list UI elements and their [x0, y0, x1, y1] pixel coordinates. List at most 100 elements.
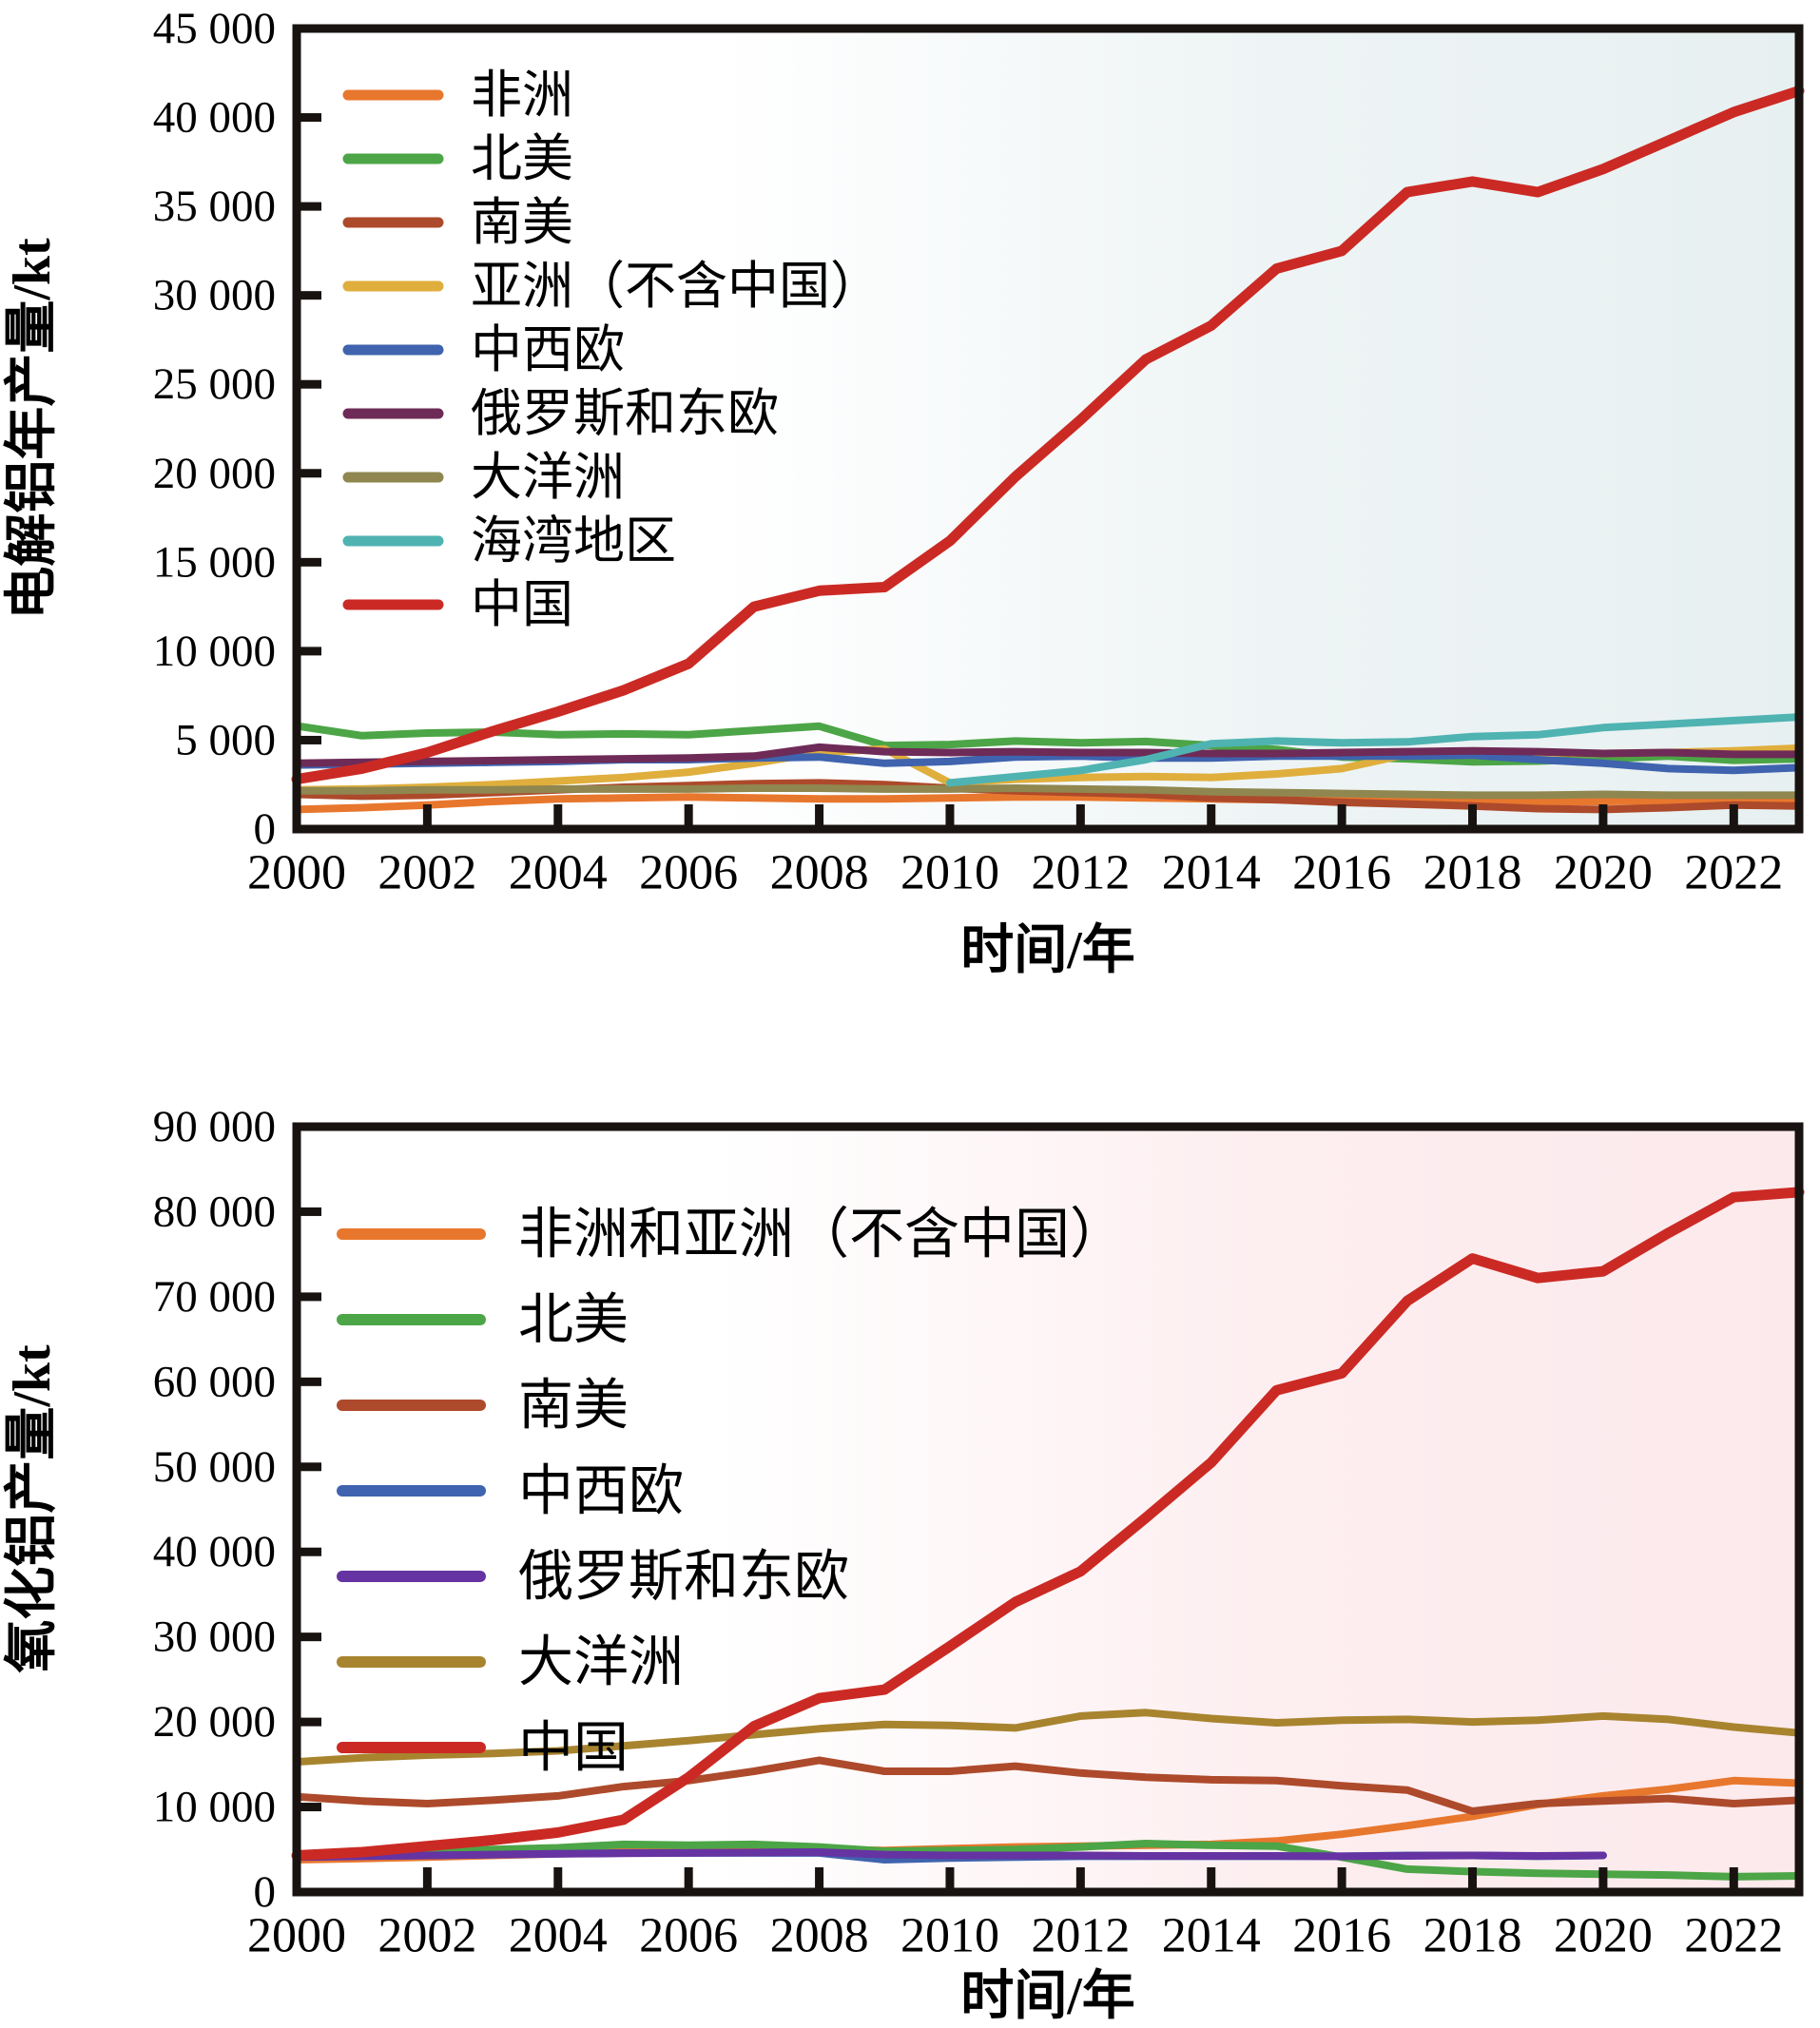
- series-line-1: [293, 1840, 1803, 1881]
- y-tick-label: 35 000: [153, 182, 276, 231]
- y-tick-label: 40 000: [153, 1527, 276, 1576]
- y-axis-title-alumina: 氧化铝产量/kt: [3, 1344, 62, 1673]
- x-tick-mark: [1468, 1867, 1478, 1892]
- x-tick-mark: [1207, 1867, 1216, 1892]
- y-axis-title-electrolytic: 电解铝年产量/kt: [3, 238, 62, 620]
- legend-label-2: 南美: [518, 1375, 629, 1437]
- x-tick-mark: [945, 804, 955, 829]
- legend-label-0: 非洲: [471, 67, 573, 124]
- y-tick-label: 45 000: [153, 4, 276, 53]
- x-tick-label: 2016: [1292, 846, 1391, 900]
- plot-frame: [292, 1122, 1804, 1897]
- x-tick-label: 2004: [509, 1909, 608, 1963]
- x-tick-label: 2014: [1162, 846, 1261, 900]
- x-tick-label: 2016: [1292, 1909, 1391, 1963]
- y-tick-mark: [297, 291, 321, 300]
- x-tick-mark: [684, 1867, 693, 1892]
- y-tick-mark: [297, 113, 321, 123]
- legend-label-0: 非洲和亚洲（不含中国）: [518, 1204, 1125, 1265]
- x-tick-mark: [422, 804, 432, 829]
- x-tick-mark: [684, 804, 693, 829]
- y-tick-mark: [297, 1377, 321, 1386]
- x-axis-title-alumina: 时间/年: [960, 1967, 1135, 2026]
- x-tick-mark: [1075, 1867, 1085, 1892]
- x-tick-mark: [1598, 804, 1608, 829]
- x-tick-label: 2014: [1162, 1909, 1261, 1963]
- series-line-0: [293, 793, 1803, 814]
- y-tick-label: 30 000: [153, 271, 276, 320]
- y-tick-label: 80 000: [153, 1187, 276, 1236]
- x-tick-label: 2018: [1423, 1909, 1522, 1963]
- series-line-4: [293, 1848, 1607, 1862]
- y-tick-mark: [297, 1803, 321, 1812]
- series-line-5: [293, 1709, 1803, 1767]
- x-tick-label: 2002: [378, 846, 476, 900]
- y-tick-label: 70 000: [153, 1272, 276, 1322]
- x-tick-mark: [1729, 804, 1738, 829]
- y-tick-mark: [297, 557, 321, 567]
- y-tick-mark: [297, 1462, 321, 1472]
- series-line-5: [293, 743, 1803, 767]
- series-line-6: [293, 784, 1803, 800]
- x-tick-mark: [1337, 1867, 1346, 1892]
- y-tick-label: 50 000: [153, 1442, 276, 1492]
- x-tick-label: 2000: [247, 846, 346, 900]
- x-tick-label: 2012: [1031, 846, 1130, 900]
- plot-area-alumina: 0 10 000 20 000 30 000 40 000 50 000 60 000 70 …: [153, 1102, 1805, 1963]
- legend-label-3: 亚洲（不含中国）: [471, 258, 881, 315]
- y-tick-label: 20 000: [153, 449, 276, 498]
- x-tick-mark: [815, 804, 824, 829]
- x-tick-label: 2022: [1684, 846, 1783, 900]
- x-tick-label: 2000: [247, 1909, 346, 1963]
- x-tick-mark: [1729, 1867, 1738, 1892]
- legend-label-4: 俄罗斯和东欧: [518, 1546, 849, 1608]
- legend-label-4: 中西欧: [471, 321, 625, 378]
- plot-area-electrolytic: 0 5 000 10 000 15 000 20 000 25 000 30 000 35 0…: [153, 4, 1805, 900]
- legend-label-1: 北美: [471, 130, 573, 187]
- plot-background: [297, 29, 1799, 829]
- x-tick-label: 2020: [1554, 1909, 1653, 1963]
- legend-label-3: 中西欧: [518, 1460, 684, 1522]
- y-tick-label: 40 000: [153, 93, 276, 143]
- x-tick-mark: [1598, 1867, 1608, 1892]
- y-tick-label: 5 000: [175, 715, 276, 764]
- x-tick-label: 2020: [1554, 846, 1653, 900]
- x-tick-mark: [553, 1867, 563, 1892]
- y-tick-mark: [297, 1292, 321, 1302]
- y-tick-label: 60 000: [153, 1357, 276, 1406]
- series-line-8: [291, 86, 1805, 785]
- y-tick-mark: [297, 1717, 321, 1727]
- x-tick-label: 2022: [1684, 1909, 1783, 1963]
- x-tick-mark: [1468, 804, 1478, 829]
- x-tick-label: 2008: [770, 1909, 869, 1963]
- x-tick-mark: [422, 1867, 432, 1892]
- x-tick-label: 2018: [1423, 846, 1522, 900]
- y-tick-mark: [297, 379, 321, 389]
- x-axis-title-electrolytic: 时间/年: [960, 921, 1135, 980]
- series-line-7: [946, 713, 1803, 787]
- x-tick-label: 2006: [639, 1909, 738, 1963]
- y-tick-mark: [297, 469, 321, 478]
- legend-label-5: 大洋洲: [518, 1632, 684, 1693]
- legend-label-6: 中国: [518, 1717, 629, 1779]
- legend-label-2: 南美: [471, 194, 573, 251]
- y-tick-mark: [297, 1632, 321, 1642]
- y-tick-label: 90 000: [153, 1102, 276, 1151]
- x-tick-mark: [945, 1867, 955, 1892]
- y-tick-label: 10 000: [153, 1783, 276, 1832]
- plot-frame: [292, 24, 1804, 834]
- y-tick-mark: [297, 1547, 321, 1556]
- y-tick-label: 30 000: [153, 1613, 276, 1662]
- y-tick-mark: [297, 735, 321, 744]
- x-tick-label: 2010: [900, 1909, 999, 1963]
- legend-label-5: 俄罗斯和东欧: [471, 385, 779, 442]
- legend-label-8: 中国: [471, 576, 573, 633]
- y-tick-mark: [297, 202, 321, 211]
- x-tick-mark: [1075, 804, 1085, 829]
- legend-label-1: 北美: [518, 1289, 629, 1351]
- series-line-6: [291, 1187, 1805, 1861]
- x-tick-mark: [1337, 804, 1346, 829]
- x-tick-label: 2004: [509, 846, 608, 900]
- legend-label-7: 海湾地区: [471, 512, 676, 570]
- y-tick-mark: [297, 1207, 321, 1216]
